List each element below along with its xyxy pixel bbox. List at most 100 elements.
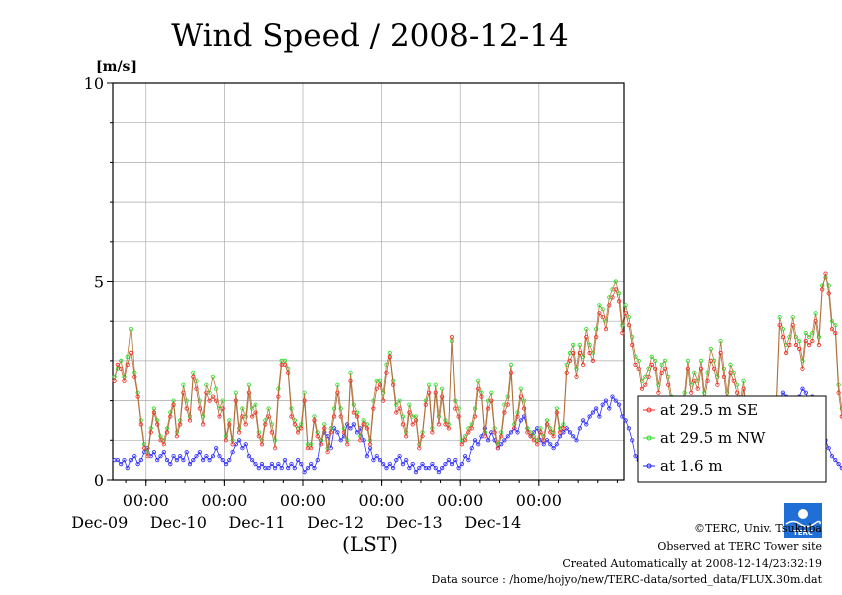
data-point: [482, 434, 487, 439]
data-point: [204, 454, 209, 459]
data-point: [780, 326, 786, 332]
data-point: [220, 398, 225, 403]
data-point: [384, 370, 389, 375]
data-point: [708, 346, 713, 352]
data-point: [240, 414, 245, 419]
data-point: [728, 362, 733, 367]
data-point: [554, 442, 559, 447]
data-point: [171, 402, 176, 407]
data-point: [367, 442, 373, 447]
data-point: [384, 465, 389, 471]
data-point: [446, 426, 451, 431]
data-point: [341, 426, 346, 431]
data-point: [597, 311, 602, 316]
data-point: [495, 446, 500, 451]
data-point: [371, 406, 376, 411]
data-point: [335, 390, 340, 395]
data-point: [574, 438, 579, 443]
data-point: [557, 430, 563, 435]
data-point: [816, 342, 822, 348]
logo-wave-icon: [785, 520, 821, 528]
data-point: [276, 461, 281, 467]
data-point: [449, 461, 455, 467]
logo-background: [784, 503, 822, 538]
data-point: [207, 398, 212, 403]
data-point: [551, 446, 556, 451]
data-point: [613, 279, 618, 284]
data-point: [698, 366, 704, 371]
data-point: [567, 358, 573, 363]
data-point: [783, 350, 789, 356]
data-point: [564, 362, 569, 367]
data-point: [158, 434, 163, 439]
data-point: [338, 438, 343, 443]
data-point: [420, 434, 425, 439]
data-point: [338, 406, 343, 411]
data-point: [492, 430, 497, 435]
data-point: [331, 414, 337, 419]
data-point: [646, 374, 651, 379]
data-point: [230, 442, 235, 447]
data-point: [535, 442, 540, 447]
data-point: [259, 461, 265, 467]
data-point: [276, 394, 281, 399]
data-point: [806, 334, 812, 340]
series-at-29-5-m-se: [112, 271, 842, 459]
data-point: [833, 457, 838, 463]
data-point: [289, 414, 294, 419]
data-point: [256, 465, 261, 471]
data-point: [407, 402, 412, 407]
data-point: [115, 457, 121, 463]
data-point: [528, 434, 533, 439]
data-point: [315, 434, 320, 439]
data-point: [626, 323, 632, 328]
data-point: [630, 438, 635, 443]
data-point: [335, 430, 340, 435]
data-point: [469, 446, 474, 451]
data-point: [646, 366, 651, 371]
data-point: [394, 457, 399, 463]
data-point: [125, 465, 130, 471]
data-point: [315, 430, 320, 435]
data-point: [826, 446, 831, 451]
data-point: [233, 390, 238, 395]
data-point: [662, 366, 668, 371]
data-point: [148, 430, 153, 435]
data-point: [145, 454, 150, 459]
data-point: [626, 426, 632, 431]
data-point: [155, 422, 160, 427]
observed-credit: Observed at TERC Tower site: [657, 540, 822, 553]
data-point: [610, 295, 615, 300]
data-point: [345, 442, 350, 447]
data-point: [734, 382, 740, 387]
data-point: [440, 386, 445, 391]
x-tick-time-label: 00:00: [437, 491, 483, 510]
data-point: [266, 465, 271, 471]
data-point: [597, 414, 602, 419]
data-point: [797, 338, 802, 344]
data-point: [459, 461, 464, 467]
data-point: [584, 334, 589, 340]
data-point: [138, 457, 143, 463]
data-point: [698, 358, 704, 363]
data-point: [168, 410, 173, 415]
data-point: [407, 410, 412, 415]
x-tick-time-label: 00:00: [123, 491, 169, 510]
data-point: [240, 406, 245, 411]
data-point: [364, 426, 369, 431]
data-point: [253, 402, 258, 407]
data-point: [138, 422, 143, 427]
data-point: [472, 414, 478, 419]
data-point: [413, 469, 419, 475]
data-point: [508, 362, 514, 367]
data-point: [472, 438, 478, 443]
data-point: [404, 457, 409, 463]
data-point: [217, 454, 222, 459]
data-point: [227, 422, 232, 427]
data-point: [689, 390, 694, 395]
data-point: [440, 394, 445, 399]
data-point: [246, 382, 251, 387]
data-point: [243, 442, 248, 447]
data-point: [518, 386, 523, 391]
data-point: [292, 465, 297, 471]
